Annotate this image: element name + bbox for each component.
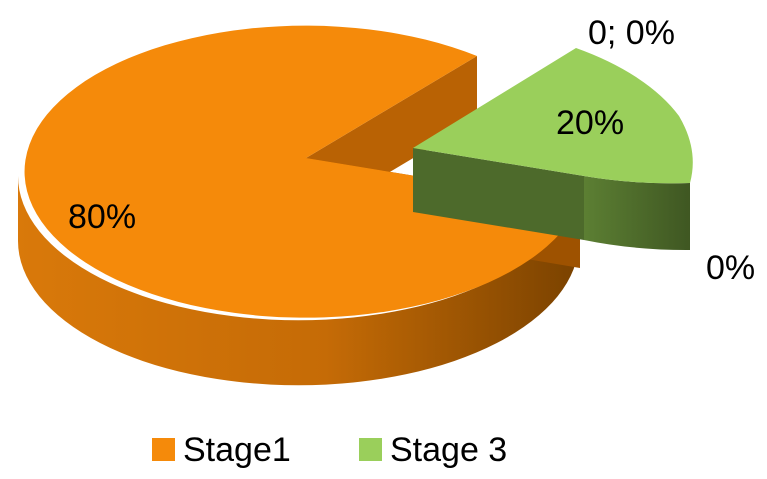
slice-stage3 [413, 48, 693, 184]
label-stage3: 20% [556, 104, 624, 142]
legend: Stage1 Stage 3 [152, 431, 507, 469]
slice-stage3-side [413, 148, 584, 240]
slice-stage1 [24, 25, 580, 318]
label-extra-zero: 0% [706, 249, 755, 287]
legend-swatch-stage1 [152, 438, 175, 461]
legend-label-stage1: Stage1 [183, 431, 291, 469]
slice-stage3-arc-side [584, 176, 690, 251]
label-stage2: 0; 0% [588, 14, 675, 52]
slice-stage1-side [18, 176, 579, 386]
legend-swatch-stage3 [359, 438, 382, 461]
legend-label-stage3: Stage 3 [390, 431, 507, 469]
label-stage1: 80% [68, 198, 136, 236]
